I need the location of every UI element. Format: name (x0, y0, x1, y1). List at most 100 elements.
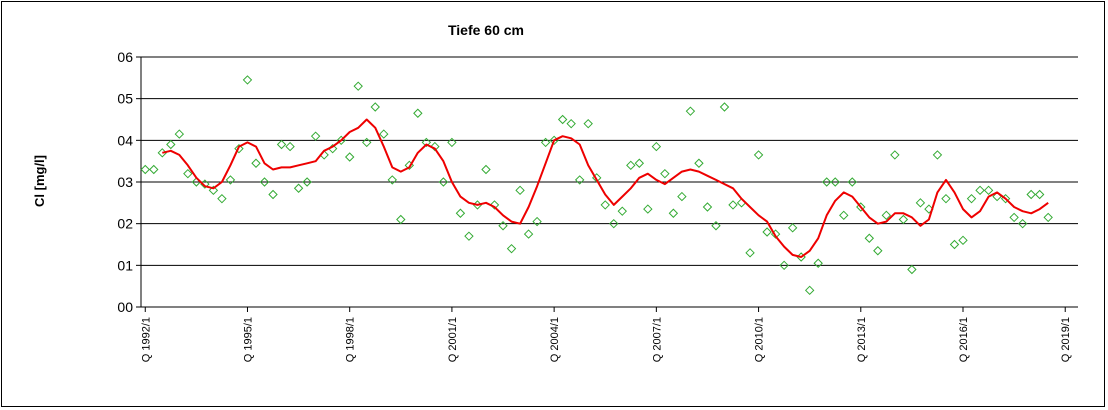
data-point (694, 158, 704, 168)
data-point (941, 193, 951, 204)
data-point (966, 193, 977, 204)
data-point (302, 177, 312, 187)
data-point (208, 185, 219, 196)
data-point (890, 150, 900, 160)
data-point (523, 229, 534, 239)
data-point (387, 175, 397, 185)
data-point (609, 218, 619, 229)
data-point (1043, 212, 1053, 223)
data-point (643, 204, 653, 214)
x-tick-labels: Q 1992/1 Q 1995/1 Q 1998/1 Q 2001/1 Q 2004/1… (140, 317, 1072, 362)
data-point (702, 202, 713, 212)
data-point (421, 137, 432, 148)
chart-title: Tiefe 60 cm (448, 22, 524, 38)
x-tick-label: Q 2007/1 (651, 317, 663, 362)
data-point (506, 243, 517, 254)
data-point (804, 285, 815, 296)
data-point (651, 141, 662, 152)
y-tick-label: 02 (117, 216, 133, 232)
data-point (856, 202, 866, 212)
x-tick-label: Q 2013/1 (856, 317, 868, 362)
y-tick-labels: 00 01 02 03 04 05 06 (117, 49, 133, 315)
y-tick-label: 05 (117, 91, 133, 107)
data-point (1017, 218, 1028, 229)
data-point (719, 102, 730, 112)
data-point (574, 175, 585, 185)
data-point (873, 246, 883, 256)
data-point (983, 185, 994, 196)
data-point (1026, 189, 1036, 200)
data-point (762, 227, 772, 237)
y-tick-label: 03 (117, 174, 133, 190)
data-point (685, 106, 696, 116)
data-point (481, 164, 491, 175)
data-point (430, 141, 440, 152)
x-tick-label: Q 2019/1 (1060, 317, 1072, 362)
data-point (728, 200, 738, 210)
data-point (174, 129, 185, 139)
data-point (455, 208, 466, 218)
data-point (711, 221, 721, 231)
x-tick-label: Q 2010/1 (754, 317, 766, 362)
data-point (915, 198, 926, 208)
data-point (217, 193, 227, 204)
x-tick-label: Q 2016/1 (958, 317, 970, 362)
data-point (745, 248, 755, 258)
data-point (140, 164, 150, 175)
data-point (149, 164, 159, 175)
data-point (259, 177, 270, 187)
data-point (276, 139, 287, 150)
data-point (293, 183, 304, 193)
data-point (864, 233, 875, 243)
data-point (515, 185, 525, 196)
data-point (557, 114, 568, 125)
data-point (566, 118, 576, 129)
plot-area (140, 75, 1053, 296)
data-point (396, 214, 406, 225)
data-point (839, 210, 849, 221)
x-tick-label: Q 1992/1 (140, 317, 152, 362)
data-point (975, 185, 985, 196)
trend-line (162, 118, 1049, 258)
data-point (677, 191, 687, 202)
data-point (668, 208, 679, 218)
data-point (498, 221, 508, 231)
data-point (464, 231, 474, 241)
data-point (600, 200, 610, 210)
data-point (234, 143, 244, 154)
data-point (958, 235, 968, 246)
grid-lines (136, 56, 1078, 312)
data-point (225, 175, 236, 185)
data-point (379, 129, 389, 139)
data-point (310, 131, 321, 141)
data-point (370, 102, 380, 112)
data-point (898, 214, 909, 225)
y-tick-label: 04 (117, 132, 133, 148)
x-tick-label: Q 2004/1 (549, 317, 561, 362)
data-point (540, 137, 551, 148)
data-point (753, 150, 764, 160)
data-point (285, 141, 295, 152)
data-point (413, 108, 423, 118)
data-point (634, 158, 645, 168)
data-point (626, 160, 636, 171)
data-point (251, 158, 261, 168)
data-point (881, 210, 892, 221)
data-point (813, 258, 823, 268)
y-tick-label: 06 (117, 49, 133, 65)
data-point (183, 168, 193, 179)
data-point (779, 260, 789, 271)
data-point (617, 206, 627, 216)
data-point (532, 216, 542, 227)
data-point (830, 177, 840, 187)
y-tick-label: 00 (117, 299, 133, 315)
data-point (787, 223, 798, 233)
x-tick-label: Q 1995/1 (242, 317, 254, 362)
data-point (907, 264, 917, 275)
data-point (932, 150, 943, 160)
data-point (447, 137, 457, 148)
data-point (1034, 189, 1045, 200)
data-point (660, 168, 670, 179)
